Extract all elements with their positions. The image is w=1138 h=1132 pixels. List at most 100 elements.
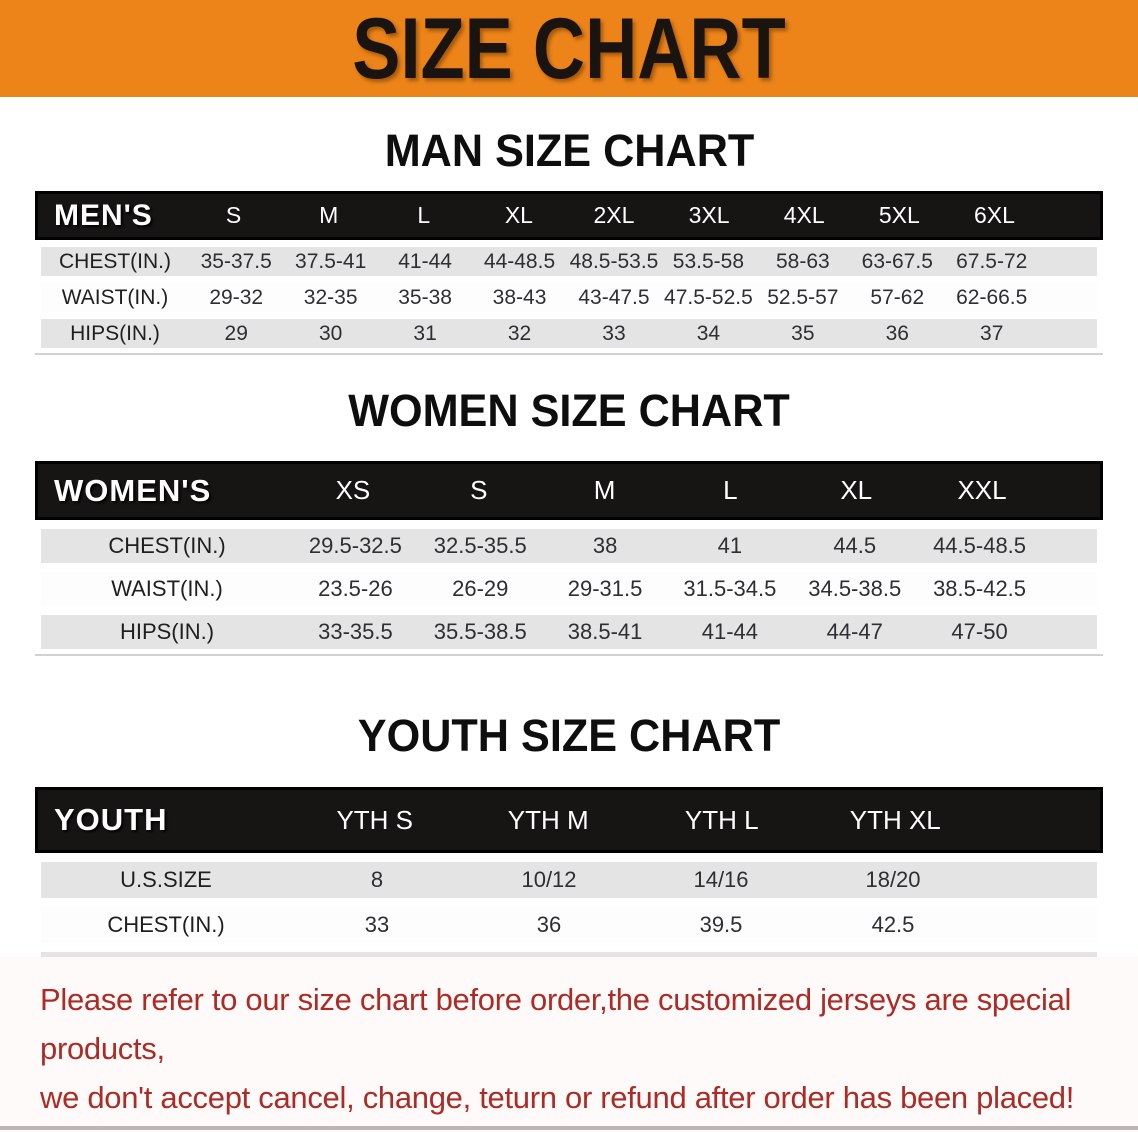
table-cell: 44.5-48.5 <box>933 533 1027 558</box>
table-cell: 47-50 <box>951 619 1008 644</box>
table-cell: 53.5-58 <box>672 249 745 273</box>
table-cell: 42.5 <box>871 912 915 937</box>
table-cell: 37.5-41 <box>295 249 367 273</box>
column-header: 5XL <box>878 202 920 228</box>
column-header: YTH M <box>507 804 589 835</box>
row-label: U.S.SIZE <box>120 867 212 892</box>
column-header: S <box>225 202 242 228</box>
row-label: WAIST(IN.) <box>61 285 169 309</box>
bottom-divider-line <box>0 1126 1138 1130</box>
men-section-heading: MAN SIZE CHART <box>0 128 1138 174</box>
women-section-heading-text: WOMEN SIZE CHART <box>348 385 790 436</box>
table-row: WAIST(IN.) 23.5-26 26-29 29-31.5 31.5-34.5 34… <box>41 572 1097 606</box>
table-cell: 38-43 <box>492 285 547 309</box>
table-cell: 63-67.5 <box>861 249 933 273</box>
column-header: YTH XL <box>849 804 941 835</box>
table-header-bar: YOUTH YTH S YTH M YTH L YTH XL <box>35 787 1103 853</box>
column-header: S <box>470 475 488 505</box>
women-size-table: WOMEN'S XS S M L XL XXL CHEST(IN.) 29.5-32.5 32.5… <box>35 461 1103 656</box>
table-cell: 23.5-26 <box>318 576 393 601</box>
table-cell: 37 <box>980 321 1004 345</box>
table-cell: 41-44 <box>701 619 759 644</box>
youth-section-heading: YOUTH SIZE CHART <box>0 713 1138 759</box>
table-cell: 44-48.5 <box>483 249 556 273</box>
table-corner-label: MEN'S <box>54 198 153 232</box>
column-header: M <box>593 475 616 505</box>
column-header: YTH L <box>684 804 759 835</box>
men-size-section: MAN SIZE CHART MEN'S S M L XL 2XL 3XL 4XL 5XL 6XL… <box>0 128 1138 355</box>
table-cell: 14/16 <box>693 867 749 892</box>
column-header: L <box>417 202 431 228</box>
table-cell: 33 <box>602 321 626 345</box>
table-cell: 67.5-72 <box>956 249 1028 273</box>
table-cell: 41-44 <box>398 249 452 273</box>
table-cell: 8 <box>370 867 384 892</box>
column-header: L <box>723 475 738 505</box>
table-row: CHEST(IN.) 33 36 39.5 42.5 <box>41 907 1097 943</box>
table-cell: 35-38 <box>398 285 452 309</box>
table-cell: 35 <box>791 321 815 345</box>
women-section-heading: WOMEN SIZE CHART <box>0 388 1138 434</box>
column-header: YTH S <box>336 804 414 835</box>
table-cell: 43-47.5 <box>578 285 650 309</box>
table-cell: 36 <box>885 321 909 345</box>
table-cell: 35-37.5 <box>200 249 272 273</box>
table-cell: 29-31.5 <box>567 576 643 601</box>
table-cell: 34.5-38.5 <box>808 576 902 601</box>
table-cell: 26-29 <box>452 576 509 601</box>
table-cell: 33 <box>364 912 390 937</box>
column-header: XL <box>504 202 533 228</box>
table-cell: 52.5-57 <box>767 285 839 309</box>
table-body: CHEST(IN.) 29.5-32.5 32.5-35.5 38 41 44.5 44.5… <box>35 529 1103 656</box>
size-chart-banner: SIZE CHART <box>0 0 1138 97</box>
table-cell: 29.5-32.5 <box>308 533 402 558</box>
column-header: 3XL <box>688 202 730 228</box>
column-header: XL <box>840 475 873 505</box>
table-row: U.S.SIZE 8 10/12 14/16 18/20 <box>41 862 1097 898</box>
table-cell: 47.5-52.5 <box>664 285 753 309</box>
table-cell: 32-35 <box>303 285 358 309</box>
youth-section-heading-text: YOUTH SIZE CHART <box>357 710 781 761</box>
disclaimer-line-2: we don't accept cancel, change, teturn o… <box>40 1080 1075 1115</box>
table-corner-label: WOMEN'S <box>54 472 212 508</box>
table-cell: 38 <box>592 533 618 558</box>
table-header-bar: MEN'S S M L XL 2XL 3XL 4XL 5XL 6XL <box>35 191 1103 240</box>
column-header: M <box>319 202 339 228</box>
disclaimer-text: Please refer to our size chart before or… <box>40 975 1118 1122</box>
row-label: WAIST(IN.) <box>111 576 223 601</box>
table-cell: 31 <box>413 321 437 345</box>
column-header: 4XL <box>783 202 825 228</box>
table-cell: 32 <box>507 321 532 345</box>
row-label: HIPS(IN.) <box>70 321 160 345</box>
table-cell: 29-32 <box>209 285 264 309</box>
table-row: HIPS(IN.) 29 30 31 32 33 34 35 36 37 <box>41 319 1097 348</box>
column-header: 6XL <box>973 202 1015 228</box>
table-cell: 44.5 <box>833 533 877 558</box>
table-cell: 29 <box>224 321 248 345</box>
disclaimer-footer: Please refer to our size chart before or… <box>0 957 1138 1132</box>
table-row: CHEST(IN.) 35-37.5 37.5-41 41-44 44-48.5 48.5… <box>41 247 1097 276</box>
table-cell: 35.5-38.5 <box>433 619 527 644</box>
table-cell: 18/20 <box>865 867 921 892</box>
table-cell: 57-62 <box>870 285 925 309</box>
table-header-bar: WOMEN'S XS S M L XL XXL <box>35 461 1103 520</box>
disclaimer-line-1: Please refer to our size chart before or… <box>40 982 1072 1066</box>
column-header: XXL <box>957 475 1007 505</box>
table-cell: 32.5-35.5 <box>433 533 527 558</box>
column-header: 2XL <box>593 202 635 228</box>
row-label: CHEST(IN.) <box>59 249 171 273</box>
table-cell: 58-63 <box>775 249 830 273</box>
table-cell: 39.5 <box>699 912 743 937</box>
table-body: CHEST(IN.) 35-37.5 37.5-41 41-44 44-48.5 48.5… <box>35 247 1103 355</box>
men-section-heading-text: MAN SIZE CHART <box>384 125 754 176</box>
table-cell: 33-35.5 <box>318 619 393 644</box>
row-label: CHEST(IN.) <box>108 533 226 558</box>
row-label: HIPS(IN.) <box>119 619 215 644</box>
column-header: XS <box>335 475 371 505</box>
table-cell: 10/12 <box>521 867 577 892</box>
table-cell: 44-47 <box>826 619 883 644</box>
table-cell: 34 <box>696 321 721 345</box>
table-cell: 36 <box>536 912 562 937</box>
table-cell: 62-66.5 <box>956 285 1028 309</box>
men-size-table: MEN'S S M L XL 2XL 3XL 4XL 5XL 6XL CHEST(IN.) 35-37… <box>35 191 1103 355</box>
